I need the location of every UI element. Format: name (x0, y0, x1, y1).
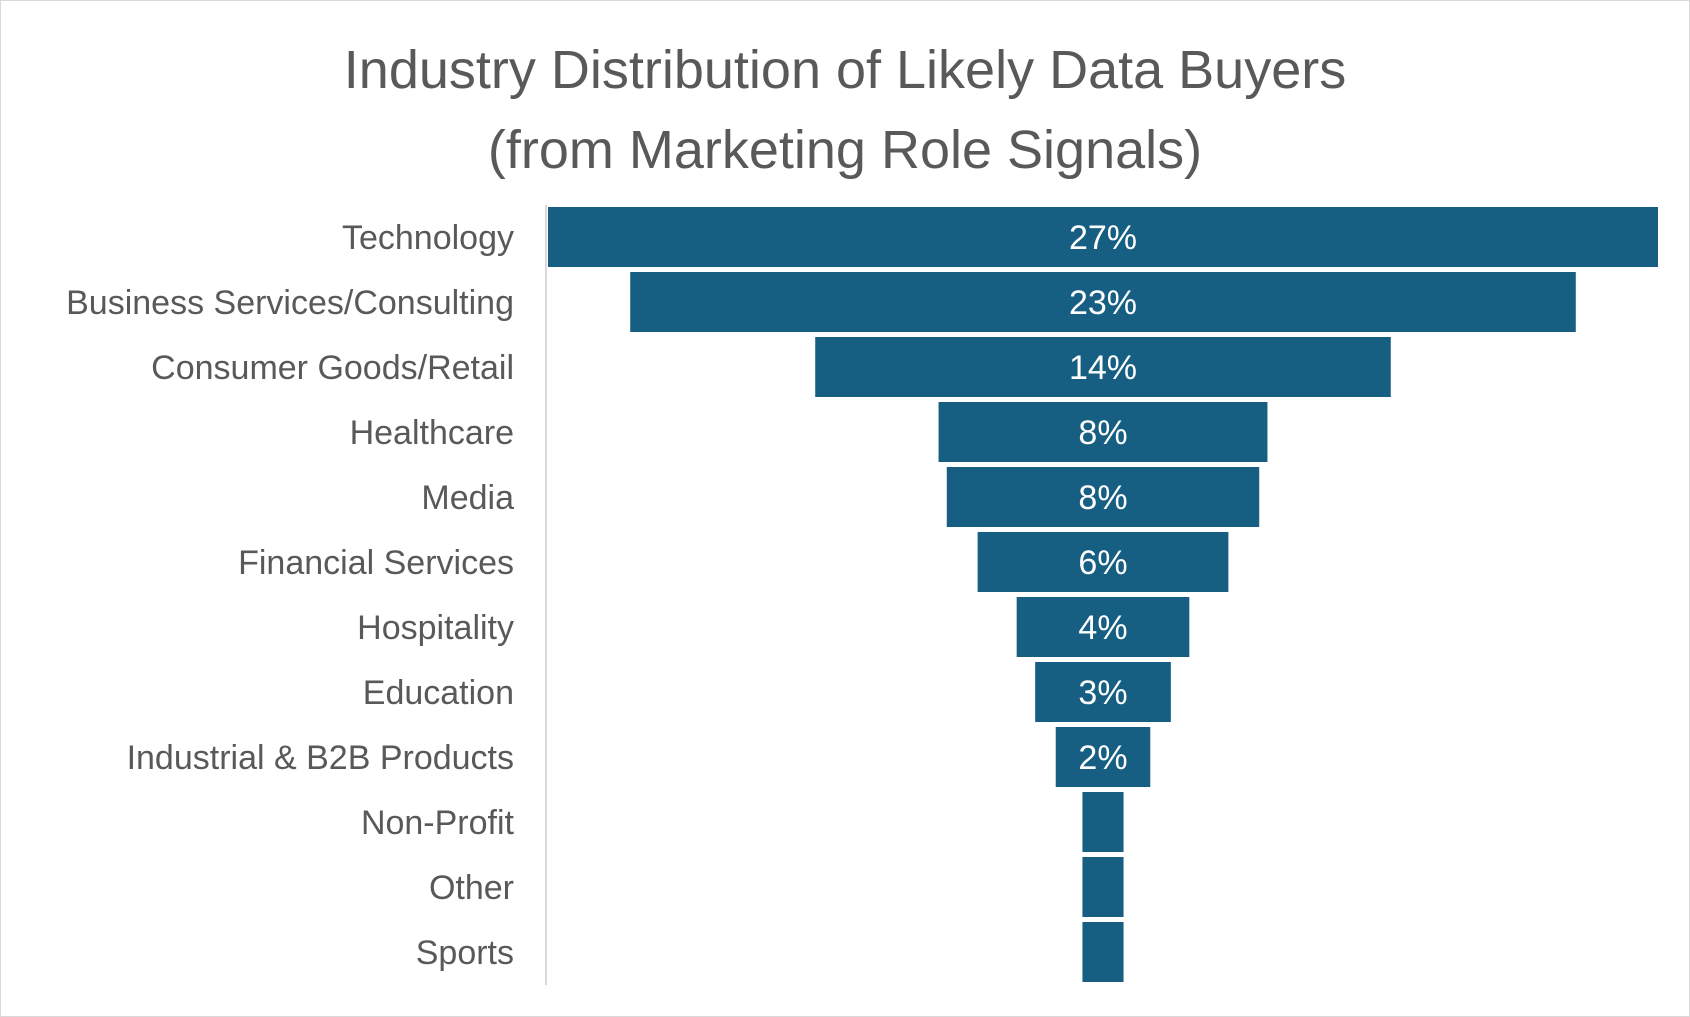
chart-title-line-1: Industry Distribution of Likely Data Buy… (343, 40, 1347, 100)
bar-financial-services (977, 532, 1229, 592)
category-label: Technology (342, 219, 514, 257)
category-label: Healthcare (350, 414, 514, 452)
data-label: 6% (1078, 544, 1127, 582)
bar-other (1082, 857, 1124, 917)
chart-title: Industry Distribution of Likely Data Buy… (0, 30, 1690, 190)
bar-education (1035, 662, 1171, 722)
category-label: Consumer Goods/Retail (151, 349, 514, 387)
value-labels-group: 27% 23% 14% 8% 8% 6% 4% 3% 2% (1069, 219, 1137, 777)
data-label: 23% (1069, 284, 1137, 322)
data-label: 14% (1069, 349, 1137, 387)
bar-sports (1082, 922, 1124, 982)
data-label: 8% (1078, 479, 1127, 517)
data-label: 8% (1078, 414, 1127, 452)
category-label: Education (363, 674, 514, 712)
category-label: Industrial & B2B Products (127, 739, 514, 777)
category-label: Business Services/Consulting (66, 284, 514, 322)
data-label: 4% (1078, 609, 1127, 647)
bars-group (548, 207, 1658, 982)
data-label: 3% (1078, 674, 1127, 712)
category-label: Sports (416, 934, 514, 972)
bar-non-profit (1082, 792, 1124, 852)
bar-consumer-goods-retail (815, 337, 1391, 397)
bar-hospitality (1016, 597, 1190, 657)
data-label: 27% (1069, 219, 1137, 257)
data-label: 2% (1078, 739, 1127, 777)
category-label: Other (429, 869, 514, 907)
category-label: Financial Services (238, 544, 514, 582)
category-labels-group: Technology Business Services/Consulting Co… (66, 219, 514, 972)
category-label: Non-Profit (361, 804, 515, 842)
bar-business-services-consulting (630, 272, 1576, 332)
category-label: Media (421, 479, 514, 517)
chart-title-line-2: (from Marketing Role Signals) (487, 120, 1203, 180)
bar-healthcare (938, 402, 1268, 462)
bar-media (946, 467, 1260, 527)
category-label: Hospitality (357, 609, 514, 647)
bar-industrial-b2b-products (1055, 727, 1151, 787)
bar-technology (548, 207, 1658, 267)
